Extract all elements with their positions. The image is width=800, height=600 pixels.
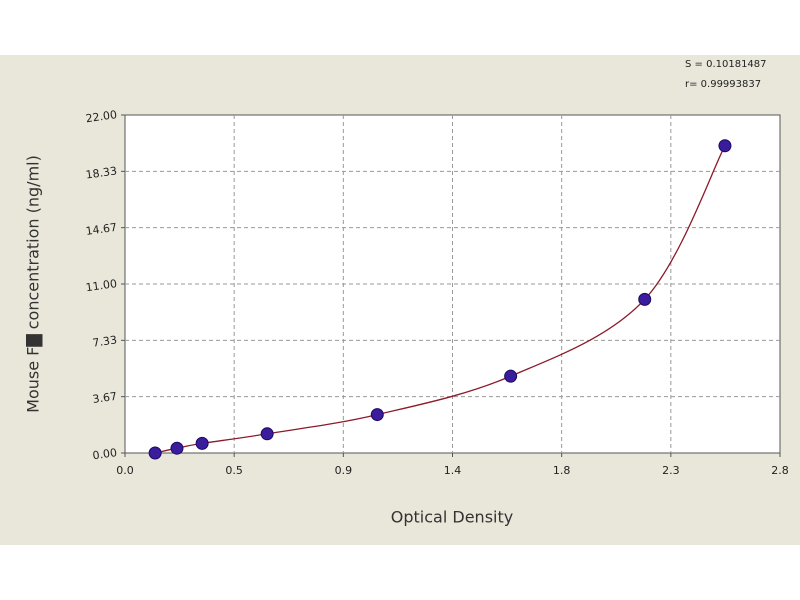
y-tick-label: 11.00	[85, 277, 118, 294]
data-point	[370, 408, 384, 422]
data-point	[638, 292, 652, 306]
x-tick-label: 0.5	[225, 464, 243, 477]
data-point	[148, 446, 162, 460]
x-tick-label: 2.3	[662, 464, 680, 477]
x-tick-label: 1.4	[444, 464, 462, 477]
x-tick-label: 0.9	[335, 464, 353, 477]
annotation: r= 0.99993837	[685, 79, 761, 90]
data-point	[195, 436, 209, 450]
x-tick-label: 1.8	[553, 464, 571, 477]
y-tick-label: 7.33	[92, 333, 118, 349]
y-axis-title: Mouse F▇ concentration (ng/ml)	[24, 155, 43, 413]
y-tick-label: 14.67	[85, 221, 118, 238]
y-tick-label: 22.00	[85, 108, 118, 125]
data-point	[504, 369, 518, 383]
y-tick-label: 18.33	[85, 164, 118, 181]
annotation: S = 0.10181487	[685, 59, 767, 70]
data-point	[260, 427, 274, 441]
y-tick-label: 0.00	[92, 446, 118, 462]
x-axis-title: Optical Density	[391, 508, 513, 527]
data-point	[170, 441, 184, 455]
x-tick-label: 0.0	[116, 464, 134, 477]
data-point	[718, 139, 732, 153]
x-tick-label: 2.8	[771, 464, 789, 477]
y-tick-label: 3.67	[92, 390, 118, 406]
